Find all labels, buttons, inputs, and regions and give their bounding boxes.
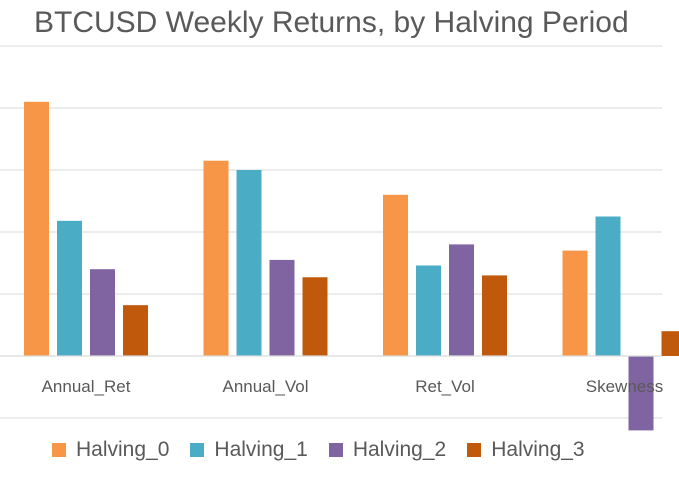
category-label: Annual_Vol (222, 377, 308, 396)
bar-Halving_2-Skewness (628, 356, 654, 431)
bar-Halving_0-Annual_Vol (203, 160, 229, 356)
category-label: Ret_Vol (415, 377, 475, 396)
bar-Halving_1-Ret_Vol (416, 265, 441, 356)
category-label: Skewness (586, 377, 663, 396)
legend-item: Halving_1 (190, 438, 308, 462)
legend-label: Halving_3 (491, 438, 585, 461)
bar-Halving_0-Skewness (562, 250, 588, 356)
bar-Halving_3-Annual_Ret (123, 305, 148, 356)
legend: Halving_0 Halving_1 Halving_2 Halving_3 (52, 438, 606, 462)
legend-swatch (467, 443, 482, 457)
legend-label: Halving_2 (352, 438, 447, 461)
legend-label: Halving_0 (76, 438, 170, 461)
bar-Halving_2-Annual_Ret (90, 269, 115, 356)
bar-Halving_3-Ret_Vol (482, 275, 507, 356)
legend-item: Halving_0 (52, 438, 169, 462)
chart-title: BTCUSD Weekly Returns, by Halving Period (34, 6, 629, 39)
bar-Halving_3-Skewness (661, 331, 679, 356)
bar-Halving_3-Annual_Vol (302, 277, 328, 356)
legend-item: Halving_3 (467, 438, 585, 462)
legend-item: Halving_2 (328, 438, 447, 462)
bar-Halving_2-Ret_Vol (449, 244, 474, 356)
bar-Halving_1-Annual_Vol (236, 170, 262, 356)
bar-Halving_2-Annual_Vol (269, 259, 295, 356)
legend-label: Halving_1 (214, 438, 308, 461)
bar-Halving_1-Skewness (595, 216, 621, 356)
category-label: Annual_Ret (42, 377, 131, 396)
bar-Halving_0-Ret_Vol (383, 194, 408, 356)
legend-swatch (190, 443, 205, 457)
legend-swatch (52, 443, 66, 457)
bar-Halving_0-Annual_Ret (24, 101, 49, 356)
bar-Halving_1-Annual_Ret (57, 220, 82, 356)
legend-swatch (328, 443, 343, 457)
